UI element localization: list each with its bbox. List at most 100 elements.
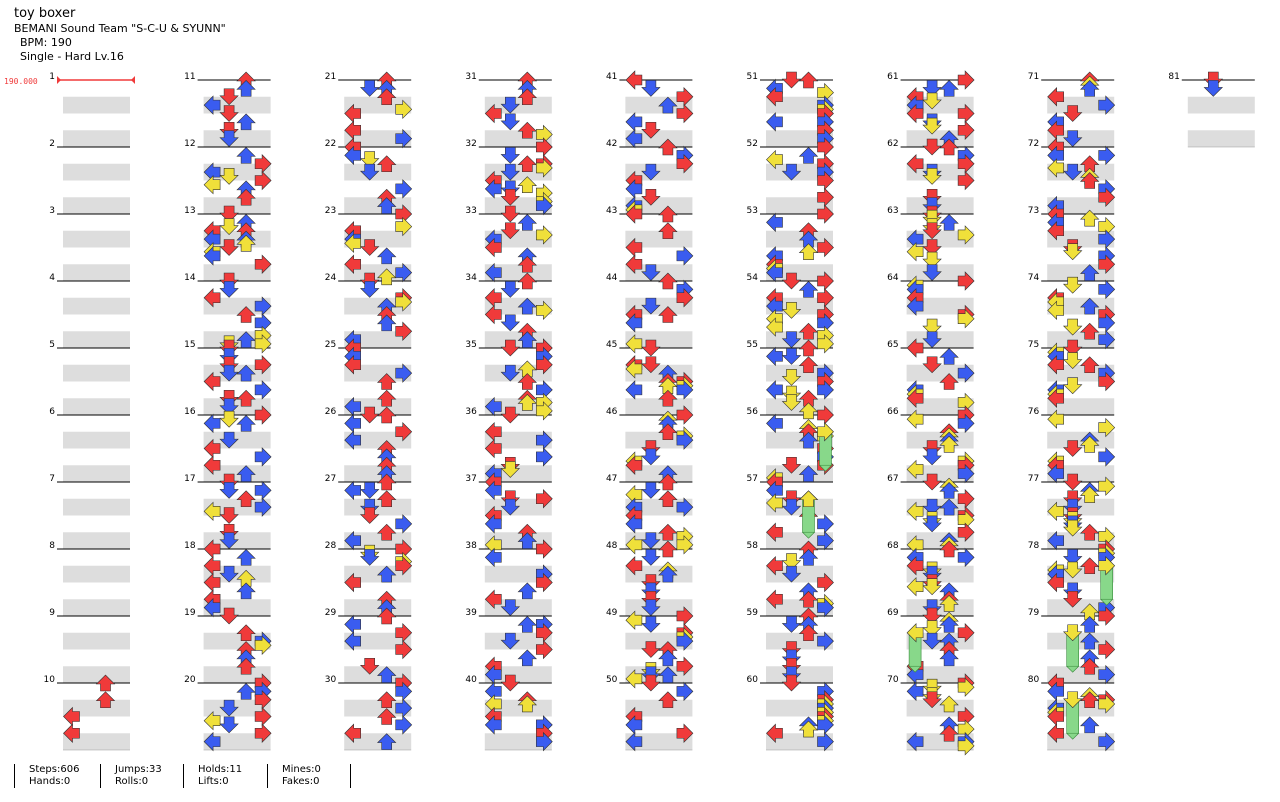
arrow-right-icon xyxy=(395,556,413,576)
arrow-down-icon xyxy=(500,314,521,332)
beat-band xyxy=(344,599,412,616)
measure-number: 57 xyxy=(747,474,758,484)
arrow-right-icon xyxy=(817,731,834,752)
stats-col-steps: Steps:606 Hands:0 xyxy=(14,764,79,788)
arrow-up-icon xyxy=(658,272,678,290)
arrow-left-icon xyxy=(906,409,924,429)
arrow-right-icon xyxy=(817,380,834,400)
arrow-right-icon xyxy=(1098,476,1116,496)
arrow-left-icon xyxy=(625,112,643,132)
beat-band xyxy=(906,431,974,449)
arrow-up-icon xyxy=(517,373,538,390)
arrow-left-icon xyxy=(344,614,362,635)
arrow-left-icon xyxy=(344,145,362,166)
arrow-up-icon xyxy=(236,146,256,164)
arrow-right-icon xyxy=(676,606,694,626)
arrow-left-icon xyxy=(203,556,221,576)
arrow-left-icon xyxy=(484,396,502,417)
arrow-right-icon xyxy=(1098,371,1116,392)
arrow-down-icon xyxy=(922,222,942,240)
arrow-down-icon xyxy=(1062,440,1083,457)
measure-number: 12 xyxy=(184,139,195,149)
arrow-right-icon xyxy=(254,296,272,316)
arrow-right-icon xyxy=(817,597,834,618)
arrow-right-icon xyxy=(817,288,834,308)
arrow-left-icon xyxy=(203,539,221,559)
arrow-down-icon xyxy=(1062,105,1083,122)
beat-band xyxy=(1187,130,1255,147)
beat-band xyxy=(1047,264,1115,281)
measure-number: 81 xyxy=(1168,72,1179,82)
measure-number: 8 xyxy=(49,541,55,551)
arrow-right-icon xyxy=(817,137,834,157)
arrow-right-icon xyxy=(817,530,834,551)
measure-number: 36 xyxy=(465,407,477,417)
arrow-right-icon xyxy=(676,535,694,555)
beat-band xyxy=(63,264,130,281)
arrow-up-icon xyxy=(939,595,959,612)
beat-band xyxy=(203,331,271,348)
beat-band xyxy=(1187,96,1255,114)
arrow-left-icon xyxy=(203,455,221,475)
arrow-right-icon xyxy=(676,681,694,702)
arrow-right-icon xyxy=(1098,664,1116,685)
arrow-down-icon xyxy=(359,657,380,675)
beat-band xyxy=(766,130,833,147)
arrow-left-icon xyxy=(203,731,221,752)
arrow-left-icon xyxy=(625,237,643,258)
arrow-right-icon xyxy=(817,237,834,258)
arrow-left-icon xyxy=(1047,87,1064,107)
arrow-left-icon xyxy=(625,380,643,400)
measure-number: 63 xyxy=(887,206,898,216)
arrow-right-icon xyxy=(395,715,413,735)
arrow-up-icon xyxy=(1079,172,1100,189)
arrow-down-icon xyxy=(922,331,942,349)
beat-band xyxy=(63,130,130,147)
arrow-up-icon xyxy=(236,188,256,206)
arrow-right-icon xyxy=(1098,329,1116,350)
arrow-left-icon xyxy=(344,530,362,551)
arrow-left-icon xyxy=(766,149,783,170)
song-title: toy boxer xyxy=(14,6,76,21)
arrow-up-icon xyxy=(376,523,397,541)
arrow-right-icon xyxy=(535,489,553,509)
measure-number: 50 xyxy=(606,675,618,685)
beat-band xyxy=(63,565,130,583)
arrow-up-icon xyxy=(236,234,256,252)
arrow-right-icon xyxy=(957,677,975,697)
arrow-right-icon xyxy=(1098,447,1116,467)
measure-number: 77 xyxy=(1028,474,1039,484)
beat-band xyxy=(63,96,130,114)
arrow-left-icon xyxy=(1047,501,1064,522)
arrow-down-icon xyxy=(641,356,661,374)
arrow-left-icon xyxy=(906,731,924,752)
arrow-left-icon xyxy=(344,723,362,743)
arrow-left-icon xyxy=(625,128,643,149)
measure-number: 46 xyxy=(606,407,618,417)
stat-hands: Hands:0 xyxy=(29,776,71,787)
measure-number: 24 xyxy=(325,273,337,283)
arrow-right-icon xyxy=(676,656,694,676)
arrow-up-icon xyxy=(376,708,397,725)
arrow-up-icon xyxy=(517,532,538,549)
arrow-right-icon xyxy=(817,715,834,735)
arrow-down-icon xyxy=(500,339,521,357)
arrow-up-icon xyxy=(658,389,678,407)
arrow-right-icon xyxy=(957,271,975,291)
arrow-down-icon xyxy=(500,599,521,617)
measure-number: 13 xyxy=(184,206,195,216)
beat-band xyxy=(1047,632,1115,650)
arrow-left-icon xyxy=(484,589,502,609)
stat-lifts: Lifts:0 xyxy=(198,776,229,787)
arrow-up-icon xyxy=(658,490,678,508)
arrow-left-icon xyxy=(1047,120,1064,140)
hold-freeze-icon xyxy=(801,531,816,539)
arrow-left-icon xyxy=(766,212,783,233)
arrow-left-icon xyxy=(203,710,221,731)
measure-number: 34 xyxy=(465,273,477,283)
measure-number: 78 xyxy=(1028,541,1040,551)
arrow-down-icon xyxy=(1203,80,1224,97)
arrow-down-icon xyxy=(922,498,942,516)
arrow-down-icon xyxy=(781,71,802,89)
song-bpm: BPM: 190 xyxy=(20,36,72,49)
